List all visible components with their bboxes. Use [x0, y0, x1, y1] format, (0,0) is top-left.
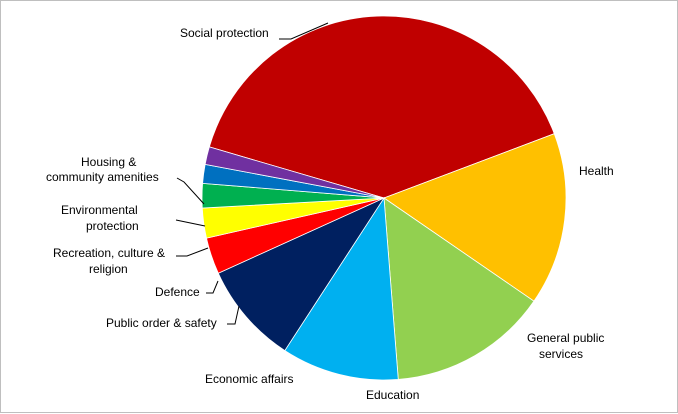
slice-label-health: Health	[579, 164, 614, 178]
slice-label-recreation-culture-religion: Recreation, culture & religion	[53, 246, 165, 276]
leader-line-social-protection	[279, 22, 329, 40]
slice-social-protection	[208, 15, 555, 199]
slice-label-defence: Defence	[155, 285, 200, 299]
slice-education	[284, 196, 399, 381]
leader-lines	[175, 22, 329, 325]
leader-line-defence	[206, 280, 219, 294]
slice-label-social-protection: Social protection	[180, 26, 269, 40]
slice-label-environmental-protection: Environmental protection	[61, 203, 139, 233]
slice-labels: Social protection Health General public ser…	[46, 26, 614, 402]
leader-line-housing-community-amenities	[176, 177, 205, 205]
slice-health	[383, 133, 567, 302]
slice-label-economic-affairs: Economic affairs	[205, 372, 293, 386]
pie-slices	[201, 15, 567, 381]
slice-housing-community-amenities	[204, 146, 385, 199]
slice-economic-affairs	[217, 197, 386, 352]
leader-line-public-order-safety	[227, 305, 240, 325]
slice-label-housing-community-amenities: Housing & community amenities	[46, 155, 159, 184]
slice-label-education: Education	[366, 388, 419, 402]
slice-label-general-public-services: General public services	[527, 331, 604, 361]
slice-general-public-services	[383, 197, 535, 380]
leader-line-recreation-culture-religion	[176, 247, 209, 257]
leader-line-environmental-protection	[175, 219, 206, 227]
slice-label-public-order-safety: Public order & safety	[106, 316, 217, 330]
